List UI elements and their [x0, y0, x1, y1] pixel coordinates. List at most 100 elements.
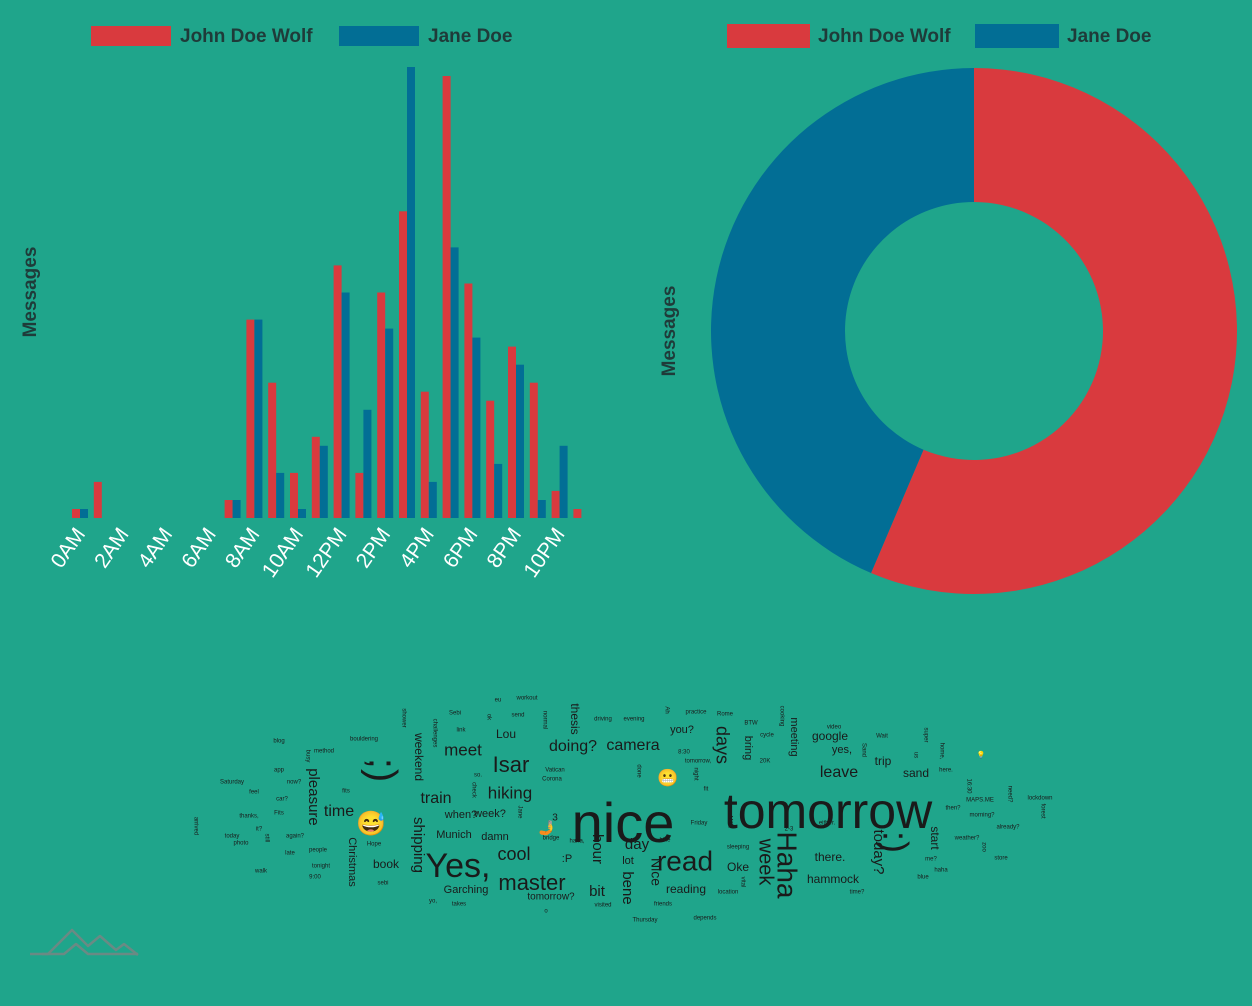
legend-label-jane[interactable]: Jane Doe: [1067, 26, 1151, 47]
wordcloud-word: Wait: [876, 734, 888, 740]
wordcloud-word: home,: [938, 743, 944, 760]
wordcloud-word: Sebi: [449, 711, 461, 717]
bar-john-9PM[interactable]: [529, 382, 538, 518]
bar-john-8PM[interactable]: [508, 346, 516, 518]
wordcloud-word: o: [544, 909, 548, 915]
wordcloud-word: blog: [273, 739, 284, 745]
bar-jane-5PM[interactable]: [450, 247, 459, 518]
legend-swatch-jane[interactable]: [975, 24, 1059, 48]
bar-john-10PM[interactable]: [551, 490, 560, 518]
wordcloud-word: Mike: [726, 816, 732, 829]
donut-y-axis-label: Messages: [659, 286, 680, 377]
bar-jane-6PM[interactable]: [472, 337, 481, 518]
legend-label-john[interactable]: John Doe Wolf: [180, 26, 313, 47]
wordcloud-word: video: [827, 725, 842, 731]
bar-jane-9PM[interactable]: [537, 500, 546, 518]
legend-label-jane[interactable]: Jane Doe: [428, 26, 512, 47]
bar-john-1AM[interactable]: [93, 481, 102, 518]
wordcloud-word: sand: [903, 766, 929, 780]
bar-john-2PM[interactable]: [377, 292, 386, 519]
bar-john-11AM[interactable]: [311, 436, 320, 518]
wordcloud-word: meeting: [788, 717, 800, 756]
legend-swatch-jane[interactable]: [339, 26, 419, 46]
wordcloud-word: yes,: [832, 744, 852, 756]
bar-john-10AM[interactable]: [290, 472, 298, 518]
bar-jane-10AM[interactable]: [298, 509, 306, 518]
wordcloud-word: :): [875, 831, 916, 853]
bar-jane-8PM[interactable]: [516, 364, 524, 518]
wordcloud-word: fits: [342, 789, 350, 795]
bar-jane-10PM[interactable]: [559, 445, 568, 518]
wordcloud-word: Hope: [367, 842, 382, 848]
bar-john-4PM[interactable]: [420, 391, 429, 518]
wordcloud-word: tomorrow,: [685, 759, 712, 765]
wordcloud-word: 8:30: [678, 750, 690, 756]
bar-jane-9AM[interactable]: [276, 472, 285, 518]
donut-slices: [711, 68, 1237, 594]
wordcloud-word: zoo: [980, 842, 986, 852]
wordcloud-word: done: [635, 764, 641, 778]
wordcloud-word: leave: [820, 764, 858, 781]
wordcloud-word: 20K: [760, 759, 771, 765]
bar-jane-4PM[interactable]: [428, 481, 437, 518]
wordcloud-word: lot: [622, 855, 634, 867]
bar-john-11PM[interactable]: [573, 509, 582, 518]
wordcloud-word: read: [657, 845, 713, 876]
bar-legend: John Doe Wolf Jane Doe: [91, 26, 512, 47]
bar-jane-7AM[interactable]: [232, 500, 241, 518]
wordcloud-word: reading: [666, 882, 706, 896]
wordcloud-word: blue: [917, 875, 929, 881]
bar-john-7PM[interactable]: [486, 400, 495, 518]
wordcloud-word: MAPS.ME: [966, 798, 994, 804]
wordcloud-word: busy: [304, 750, 310, 763]
wordcloud-word: there.: [815, 850, 846, 864]
wordcloud-word: here.: [939, 768, 953, 774]
wordcloud-word: app: [274, 768, 285, 774]
wordcloud-word: either.: [819, 821, 836, 827]
bar-john-12PM[interactable]: [333, 265, 342, 518]
wordcloud-word: camera: [606, 737, 659, 754]
wordcloud-word: hour: [589, 834, 606, 864]
wordcloud-word: feel: [249, 790, 259, 796]
wordcloud-word: visited: [594, 903, 611, 909]
wordcloud-word: 9:00: [309, 875, 321, 881]
bar-jane-1PM[interactable]: [363, 409, 372, 518]
bar-jane-0AM[interactable]: [80, 509, 88, 518]
wordcloud-word: day: [625, 836, 650, 853]
bar-john-1PM[interactable]: [355, 472, 364, 518]
donut-slice-john[interactable]: [871, 68, 1237, 594]
wordcloud-word: damn: [481, 831, 509, 843]
wordcloud-word: tonight: [312, 864, 330, 870]
wordcloud-word: normal: [541, 711, 547, 729]
bar-jane-12PM[interactable]: [341, 292, 350, 519]
legend-swatch-john[interactable]: [91, 26, 171, 46]
wordcloud-word: again?: [286, 834, 305, 840]
wordcloud-word: week?: [473, 808, 506, 820]
bar-john-3PM[interactable]: [399, 211, 407, 519]
bar-john-9AM[interactable]: [268, 382, 277, 518]
bar-jane-3PM[interactable]: [407, 67, 415, 518]
wordcloud-word: thesis: [568, 703, 582, 734]
bar-john-0AM[interactable]: [72, 509, 80, 518]
bar-john-8AM[interactable]: [246, 319, 255, 518]
wordcloud-word: trip: [875, 754, 892, 768]
bar-jane-11AM[interactable]: [319, 445, 328, 518]
wordcloud-word: need?: [1006, 786, 1012, 803]
wordcloud-word: time: [324, 803, 354, 820]
legend-swatch-john[interactable]: [727, 24, 810, 48]
bar-jane-8AM[interactable]: [254, 319, 263, 518]
share-donut-chart: John Doe Wolf Jane Doe Messages: [659, 24, 1237, 594]
wordcloud-emoji: 😬: [657, 768, 678, 787]
wordcloud-word: already?: [996, 825, 1020, 831]
wordcloud-word: still: [263, 834, 269, 843]
bar-john-7AM[interactable]: [224, 500, 233, 518]
wordcloud-word: shower: [400, 708, 406, 727]
bar-john-6PM[interactable]: [464, 283, 473, 519]
bar-jane-7PM[interactable]: [494, 463, 503, 518]
wordcloud-word: doing?: [549, 738, 597, 755]
wordcloud-word: Sand: [860, 743, 866, 757]
legend-label-john[interactable]: John Doe Wolf: [818, 26, 951, 47]
bar-john-5PM[interactable]: [442, 76, 451, 518]
donut-slice-jane[interactable]: [711, 68, 974, 574]
bar-jane-2PM[interactable]: [385, 328, 394, 518]
